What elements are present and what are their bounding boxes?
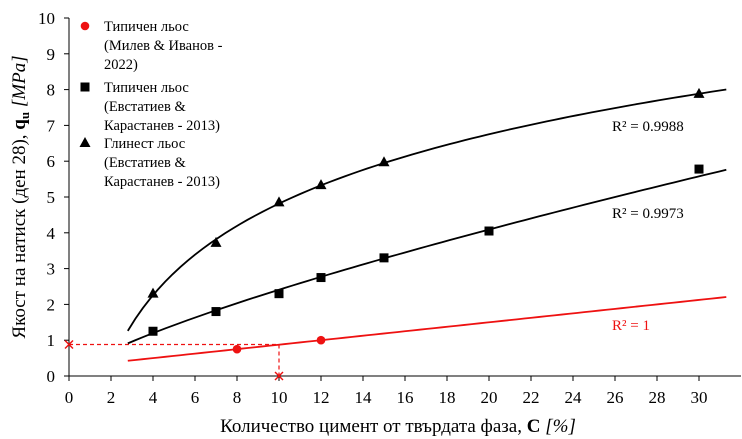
x-tick-label: 6 — [191, 388, 200, 407]
data-point-square — [316, 273, 326, 283]
data-point-circle — [232, 344, 242, 354]
x-tick-label: 20 — [481, 388, 498, 407]
y-axis-title-text: Якост на натиск (ден 28), — [9, 130, 30, 339]
legend-label-line: (Евстатиев & — [104, 99, 186, 115]
legend-label-line: (Милев & Иванов - — [104, 38, 223, 54]
y-axis-title: Якост на натиск (ден 28), qu [MPa] — [9, 55, 32, 338]
y-tick-label: 8 — [47, 81, 56, 100]
y-tick-label: 9 — [47, 45, 56, 64]
legend-label-line: Карастанев - 2013) — [104, 174, 220, 190]
data-point-square — [484, 226, 494, 236]
x-tick-label: 4 — [149, 388, 158, 407]
x-tick-label: 26 — [607, 388, 624, 407]
x-tick-label: 30 — [691, 388, 708, 407]
y-axis-title-unit: [MPa] — [9, 55, 30, 107]
lookup-y-marker — [64, 340, 74, 349]
x-tick-label: 18 — [439, 388, 456, 407]
x-tick-label: 22 — [523, 388, 540, 407]
legend-marker-triangle — [79, 137, 91, 147]
data-point-triangle — [315, 179, 327, 190]
y-tick-label: 0 — [47, 367, 56, 386]
r2-label-series-2: R² = 0.9973 — [612, 206, 684, 222]
x-tick-label: 16 — [397, 388, 414, 407]
legend-label-line: Глинест льос — [104, 136, 185, 152]
data-point-square — [274, 289, 284, 299]
trendline-series-2 — [127, 168, 727, 345]
data-point-square — [211, 307, 221, 317]
data-point-square — [694, 164, 704, 174]
legend-label-line: (Евстатиев & — [104, 155, 186, 171]
x-tick-label: 24 — [565, 388, 583, 407]
r2-label-series-3: R² = 0.9988 — [612, 119, 684, 135]
y-axis-title-symbol: q — [9, 119, 30, 130]
x-axis-title: Количество цимент от твърдата фаза, C [%… — [220, 416, 576, 437]
x-tick-label: 12 — [313, 388, 330, 407]
y-axis-title-subscript: u — [17, 112, 32, 119]
data-point-triangle — [693, 87, 705, 98]
data-point-triangle — [378, 156, 390, 167]
y-tick-label: 3 — [47, 260, 56, 279]
legend-label-line: Типичен льос — [104, 19, 189, 35]
r2-labels: R² = 1 R² = 0.9973 R² = 0.9988 — [612, 119, 684, 334]
y-tick-label: 2 — [47, 295, 56, 314]
legend-label-line: Типичен льос — [104, 80, 189, 96]
x-tick-label: 10 — [271, 388, 288, 407]
y-tick-label: 5 — [47, 188, 56, 207]
legend-label-line: 2022) — [104, 57, 138, 73]
trendlines — [127, 88, 727, 362]
plot-area — [69, 18, 741, 376]
y-tick-label: 6 — [47, 152, 56, 171]
y-tick-label: 7 — [47, 116, 56, 135]
data-point-square — [379, 253, 389, 263]
trendline-series-3 — [127, 88, 727, 332]
x-axis-title-text: Количество цимент от твърдата фаза, — [220, 416, 527, 437]
data-point-circle — [316, 335, 326, 345]
legend-marker-circle — [80, 21, 90, 31]
legend: Типичен льос (Милев & Иванов - 2022) Типиче… — [79, 19, 223, 190]
x-tick-label: 14 — [355, 388, 373, 407]
x-tick-label: 2 — [107, 388, 116, 407]
trendline-series-1 — [127, 296, 727, 362]
r2-label-series-1: R² = 1 — [612, 318, 650, 334]
data-point-triangle — [273, 196, 285, 207]
data-point-square — [148, 326, 158, 336]
y-tick-label: 10 — [38, 9, 55, 28]
data-point-triangle — [147, 287, 159, 298]
x-tick-label: 8 — [233, 388, 242, 407]
data-point-triangle — [210, 236, 222, 247]
y-tick-label: 4 — [47, 224, 56, 243]
y-tick-label: 1 — [47, 331, 56, 350]
lookup-annotation — [64, 340, 284, 381]
x-axis-title-unit: [%] — [545, 416, 576, 437]
x-tick-label: 28 — [649, 388, 666, 407]
legend-marker-square — [80, 82, 90, 92]
x-tick-label: 0 — [65, 388, 74, 407]
lookup-x-marker — [274, 371, 284, 381]
legend-label-line: Карастанев - 2013) — [104, 118, 220, 134]
data-markers — [147, 87, 705, 354]
x-axis-title-symbol: C — [527, 416, 541, 437]
